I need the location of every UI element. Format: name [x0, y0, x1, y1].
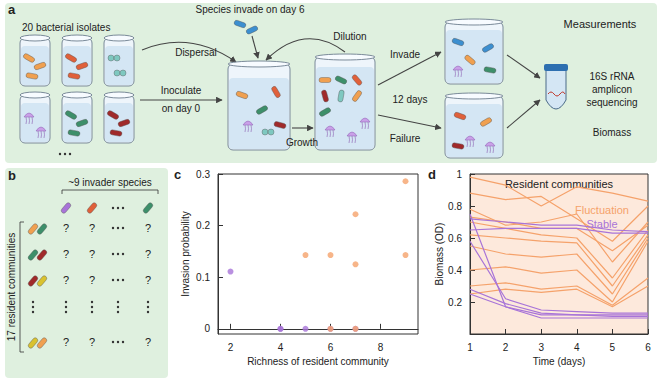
- svg-text:Measurements: Measurements: [564, 18, 637, 30]
- svg-text:Species invade on day 6: Species invade on day 6: [196, 4, 305, 15]
- svg-text:c: c: [174, 167, 181, 182]
- svg-text:amplicon: amplicon: [592, 84, 632, 95]
- svg-text:4: 4: [278, 342, 284, 353]
- svg-text:?: ?: [89, 336, 95, 348]
- svg-text:?: ?: [145, 248, 151, 260]
- svg-text:17 resident communities: 17 resident communities: [6, 233, 17, 341]
- svg-text:Stable: Stable: [586, 217, 618, 230]
- svg-text:?: ?: [63, 248, 69, 260]
- svg-text:0.1: 0.1: [196, 272, 210, 283]
- svg-text:?: ?: [63, 274, 69, 286]
- svg-text:b: b: [8, 168, 16, 183]
- svg-text:~9 invader species: ~9 invader species: [68, 177, 152, 188]
- svg-text:Growth: Growth: [286, 137, 318, 148]
- svg-text:0: 0: [204, 323, 210, 334]
- svg-text:Invasion probability: Invasion probability: [180, 211, 191, 297]
- svg-text:0.2: 0.2: [448, 297, 462, 308]
- svg-text:?: ?: [89, 248, 95, 260]
- svg-text:2: 2: [503, 342, 509, 353]
- svg-text:Fluctuation: Fluctuation: [575, 204, 629, 216]
- svg-text:16S rRNA: 16S rRNA: [589, 71, 634, 82]
- svg-text:12 days: 12 days: [392, 94, 427, 105]
- svg-text:Resident communities: Resident communities: [505, 178, 614, 190]
- svg-text:3: 3: [538, 342, 544, 353]
- svg-text:Biomass: Biomass: [593, 127, 631, 138]
- svg-text:Richness of resident community: Richness of resident community: [247, 356, 389, 367]
- svg-text:20 bacterial isolates: 20 bacterial isolates: [22, 22, 110, 33]
- svg-text:d: d: [428, 167, 436, 182]
- svg-text:Invade: Invade: [390, 49, 420, 60]
- svg-text:6: 6: [328, 342, 334, 353]
- svg-text:?: ?: [145, 222, 151, 234]
- svg-text:0.6: 0.6: [448, 233, 462, 244]
- svg-text:Biomass (OD): Biomass (OD): [434, 223, 445, 286]
- svg-text:?: ?: [89, 274, 95, 286]
- svg-text:0.4: 0.4: [448, 265, 462, 276]
- svg-text:?: ?: [89, 222, 95, 234]
- svg-text:1: 1: [467, 342, 473, 353]
- svg-text:2: 2: [228, 342, 234, 353]
- svg-text:sequencing: sequencing: [586, 97, 637, 108]
- svg-text:?: ?: [63, 222, 69, 234]
- svg-text:?: ?: [145, 336, 151, 348]
- svg-text:5: 5: [610, 342, 616, 353]
- svg-text:Dispersal: Dispersal: [175, 47, 217, 58]
- svg-text:0.2: 0.2: [196, 220, 210, 231]
- svg-text:8: 8: [378, 342, 384, 353]
- svg-text:4: 4: [574, 342, 580, 353]
- svg-text:0.3: 0.3: [196, 169, 210, 180]
- svg-text:Inoculate: Inoculate: [161, 85, 202, 96]
- svg-text:Time (days): Time (days): [533, 356, 585, 367]
- svg-text:6: 6: [645, 342, 651, 353]
- svg-text:Dilution: Dilution: [333, 31, 366, 42]
- svg-text:1: 1: [456, 169, 462, 180]
- svg-text:Failure: Failure: [390, 133, 421, 144]
- svg-text:?: ?: [145, 274, 151, 286]
- svg-text:?: ?: [63, 336, 69, 348]
- svg-text:0.8: 0.8: [448, 201, 462, 212]
- svg-text:a: a: [8, 2, 16, 17]
- svg-text:on day 0: on day 0: [162, 103, 201, 114]
